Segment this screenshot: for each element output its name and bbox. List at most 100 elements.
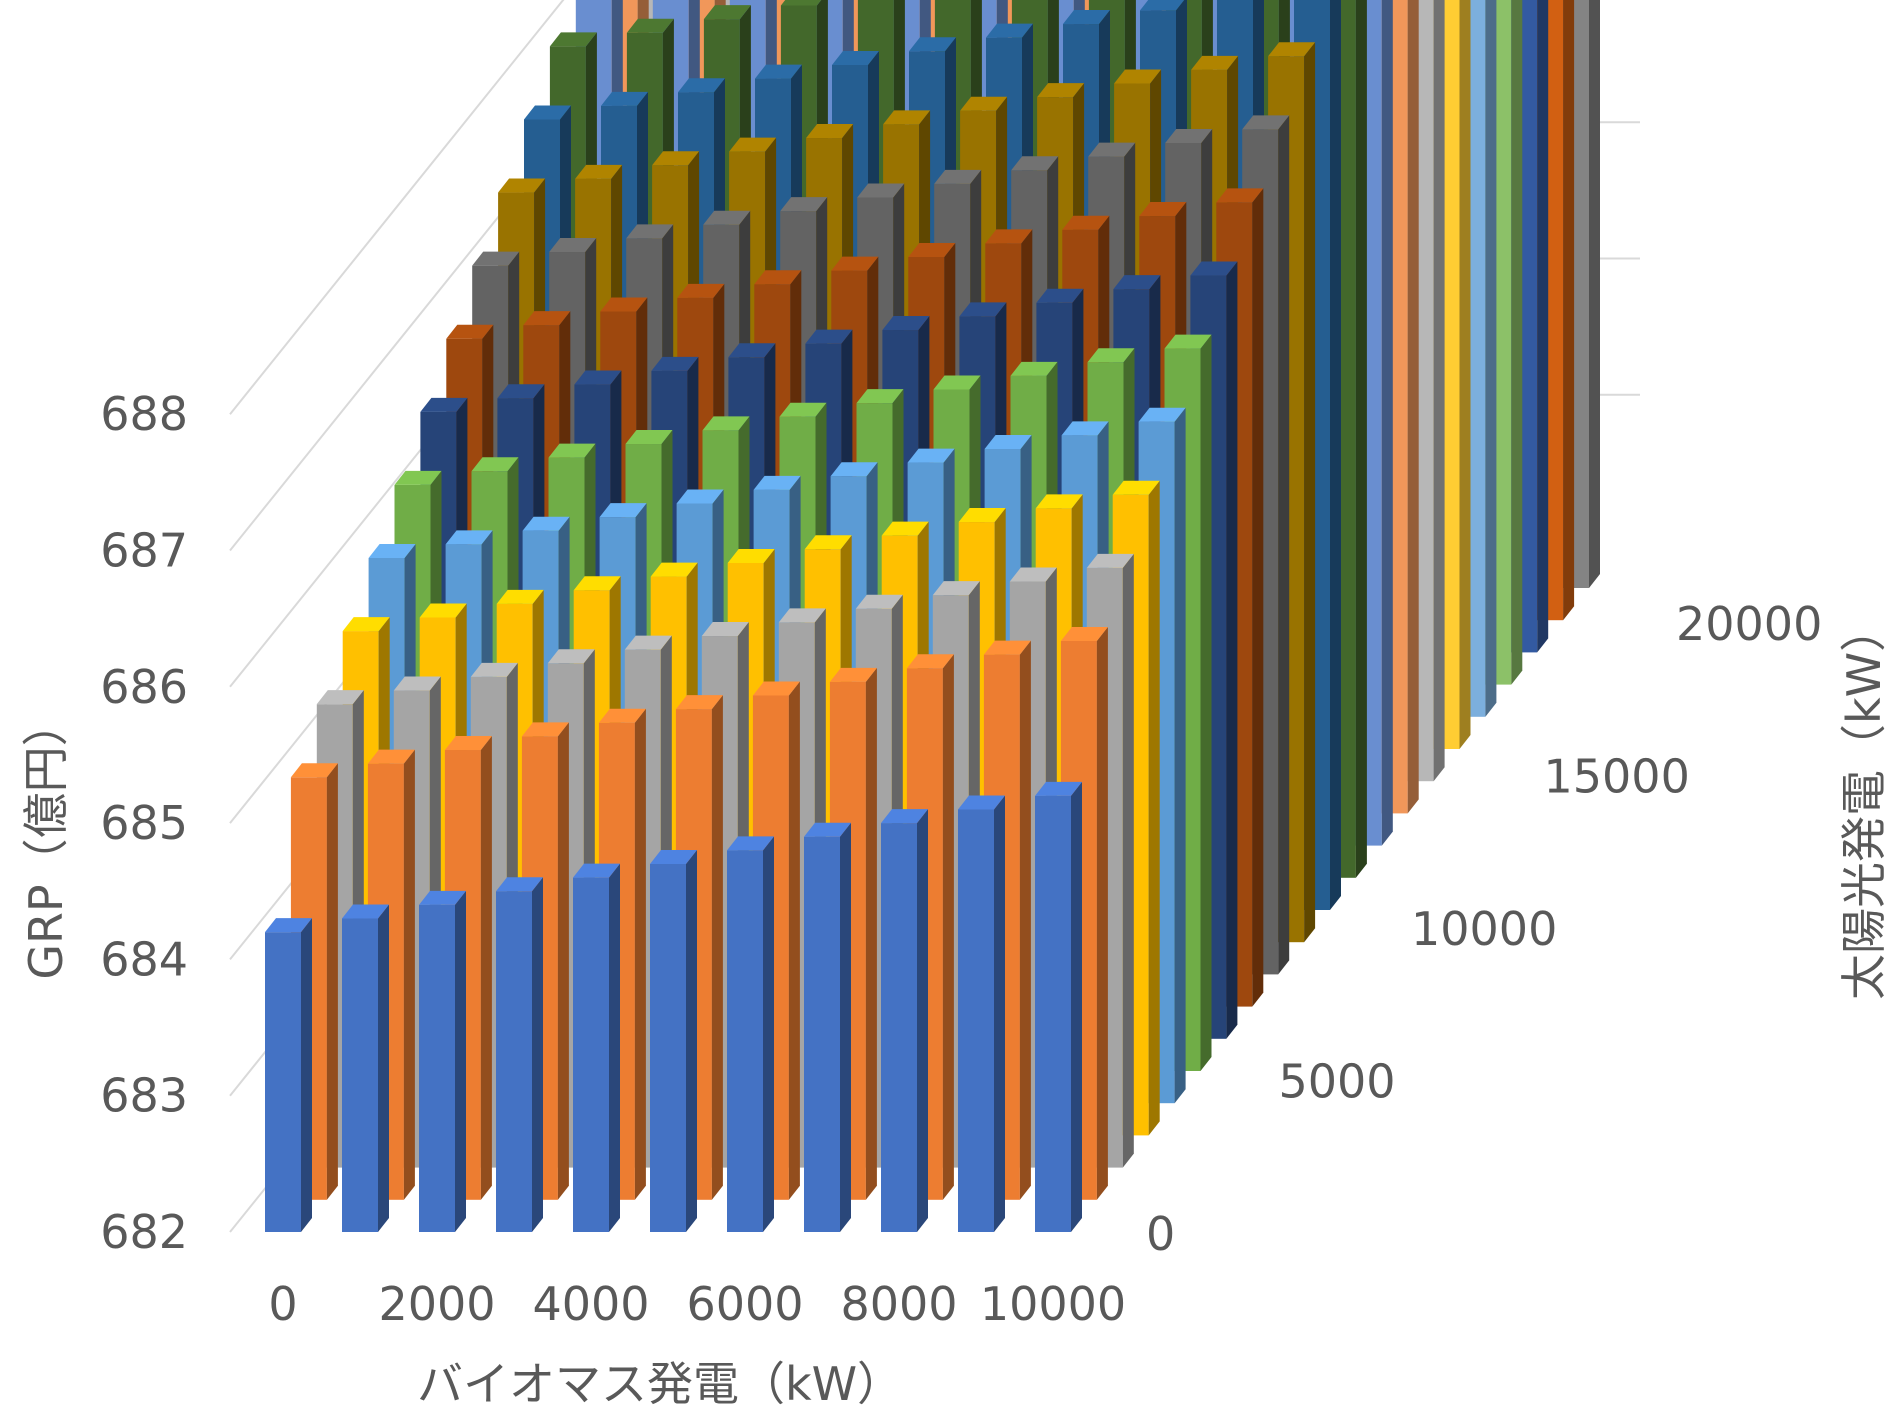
bar-top-face bbox=[882, 316, 930, 331]
bar-top-face bbox=[521, 722, 569, 737]
y-tick-label: 685 bbox=[100, 796, 188, 850]
bar-top-face bbox=[650, 562, 698, 577]
bar-top-face bbox=[394, 470, 442, 485]
bar-top-face bbox=[598, 708, 646, 723]
bar-top-face bbox=[703, 210, 751, 225]
bar bbox=[881, 809, 928, 1232]
bar bbox=[804, 822, 851, 1232]
bar-top-face bbox=[906, 654, 954, 669]
bar-side-face bbox=[686, 849, 697, 1232]
bar-top-face bbox=[804, 535, 852, 550]
bar-top-face bbox=[753, 475, 801, 490]
bar-top-face bbox=[830, 462, 878, 477]
bar-top-face bbox=[549, 32, 597, 47]
bar-top-face bbox=[1165, 128, 1213, 143]
bar-top-face bbox=[1009, 567, 1057, 582]
bar-top-face bbox=[727, 836, 774, 851]
bar-top-face bbox=[342, 904, 389, 919]
bar-top-face bbox=[983, 640, 1031, 655]
bar-front-face bbox=[496, 891, 532, 1232]
bar-top-face bbox=[1060, 626, 1108, 641]
bar-side-face bbox=[763, 836, 774, 1232]
bar-top-face bbox=[829, 667, 877, 682]
bar-side-face bbox=[788, 681, 800, 1200]
bar-top-face bbox=[959, 302, 1007, 317]
bar-top-face bbox=[549, 238, 597, 253]
bar-top-face bbox=[573, 576, 621, 591]
bar-top-face bbox=[652, 151, 700, 166]
bar bbox=[573, 863, 620, 1232]
x-tick-label: 8000 bbox=[840, 1277, 957, 1331]
bar-top-face bbox=[984, 434, 1032, 449]
bar-front-face bbox=[265, 932, 301, 1232]
bar-side-face bbox=[301, 918, 312, 1232]
bar-top-face bbox=[522, 516, 570, 531]
bar-top-face bbox=[909, 37, 956, 52]
bar-side-face bbox=[1019, 640, 1031, 1200]
bar-side-face bbox=[634, 708, 646, 1200]
bar bbox=[496, 877, 543, 1232]
bar-top-face bbox=[985, 229, 1033, 244]
bar-top-face bbox=[883, 110, 931, 125]
bar-top-face bbox=[1140, 0, 1185, 11]
bar-top-face bbox=[933, 375, 981, 390]
bar-side-face bbox=[1148, 480, 1160, 1136]
y-gridline bbox=[229, 0, 675, 552]
bar-top-face bbox=[1035, 781, 1082, 796]
bar-top-face bbox=[678, 78, 725, 93]
bar-top-face bbox=[599, 503, 647, 518]
y-axis-title: GRP（億円） bbox=[19, 700, 73, 979]
bar-side-face bbox=[1589, 0, 1600, 588]
bar-front-face bbox=[1035, 795, 1071, 1232]
bar bbox=[958, 795, 1005, 1232]
x-tick-label: 4000 bbox=[532, 1277, 649, 1331]
bar-top-face bbox=[1087, 348, 1135, 363]
bars bbox=[265, 0, 1600, 1232]
bar bbox=[265, 918, 312, 1232]
bar-side-face bbox=[1226, 261, 1238, 1039]
bar-top-face bbox=[472, 251, 520, 266]
bar-side-face bbox=[917, 809, 928, 1232]
bar-side-face bbox=[1563, 0, 1575, 621]
bar-front-face bbox=[804, 836, 840, 1232]
bar-top-face bbox=[676, 489, 724, 504]
bar-side-face bbox=[403, 749, 415, 1200]
bar-top-face bbox=[832, 50, 879, 65]
bar-top-face bbox=[675, 695, 723, 710]
bar-top-face bbox=[600, 297, 648, 312]
bar-side-face bbox=[1485, 0, 1497, 717]
z-tick-label: 5000 bbox=[1279, 1055, 1396, 1109]
bar-side-face bbox=[1511, 0, 1523, 685]
bar-front-face bbox=[727, 850, 763, 1232]
bar-top-face bbox=[316, 690, 364, 705]
y-tick-label: 682 bbox=[100, 1205, 188, 1259]
bar-top-face bbox=[727, 548, 775, 563]
bar-top-face bbox=[831, 256, 879, 271]
bar-side-face bbox=[455, 890, 466, 1232]
bar-front-face bbox=[342, 918, 378, 1232]
bar-top-face bbox=[752, 681, 800, 696]
bar-top-face bbox=[934, 169, 982, 184]
bar-front-face bbox=[419, 904, 455, 1232]
tick-labels: 682 683 684 685 686 687 688 0 2000 4000 6000 8000 10… bbox=[100, 387, 1822, 1331]
bar-side-face bbox=[532, 877, 543, 1232]
bar-top-face bbox=[856, 389, 904, 404]
bar-top-face bbox=[780, 197, 828, 212]
bar-top-face bbox=[702, 416, 750, 431]
bar-side-face bbox=[1433, 0, 1445, 782]
bar-top-face bbox=[601, 91, 648, 106]
bar-top-face bbox=[1036, 288, 1084, 303]
bar-top-face bbox=[881, 809, 928, 824]
bar-top-face bbox=[523, 311, 571, 326]
bar-top-face bbox=[446, 324, 494, 339]
bar-top-face bbox=[547, 649, 595, 664]
bar-top-face bbox=[368, 544, 416, 558]
bar-top-face bbox=[419, 603, 467, 618]
z-tick-label: 20000 bbox=[1676, 597, 1822, 651]
bar-top-face bbox=[780, 0, 822, 6]
bar-top-face bbox=[1191, 55, 1239, 70]
bar-top-face bbox=[907, 448, 955, 463]
bar-top-face bbox=[445, 530, 493, 545]
bar-top-face bbox=[1011, 156, 1059, 171]
bar-side-face bbox=[1252, 188, 1264, 1007]
